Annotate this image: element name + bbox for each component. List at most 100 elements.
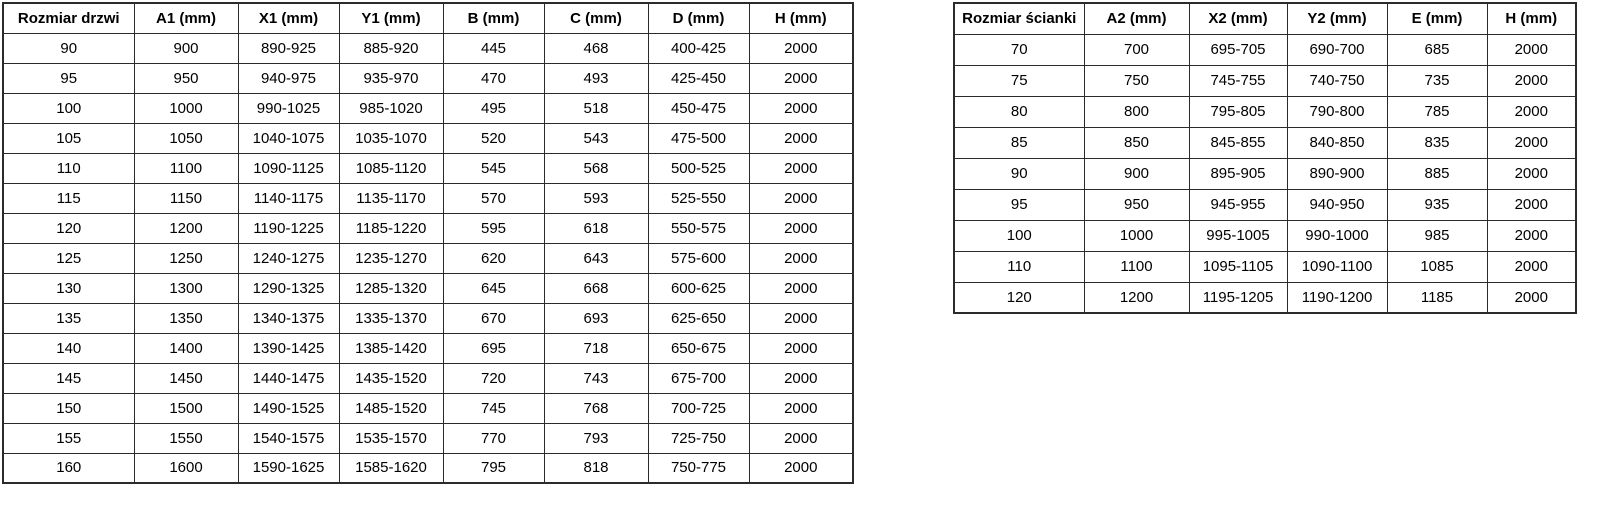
table-cell: 790-800: [1286, 95, 1388, 128]
table-cell: 1485-1520: [338, 392, 444, 424]
table-cell: 570: [442, 182, 545, 214]
table-cell: 935-970: [338, 62, 444, 94]
column-header: C (mm): [543, 2, 649, 34]
table-cell: 1090-1100: [1286, 250, 1388, 283]
table-cell: 650-675: [647, 332, 750, 364]
table-cell: 1240-1275: [237, 242, 340, 274]
table-cell: 1185-1220: [338, 212, 444, 244]
table-cell: 945-955: [1188, 188, 1288, 221]
table-cell: 1335-1370: [338, 302, 444, 334]
table-cell: 950: [1083, 188, 1190, 221]
table-cell: 1300: [133, 272, 239, 304]
table-row: 100 1000 995-1005 990-1000 985 2000: [953, 219, 1577, 252]
table-cell: 2000: [1486, 95, 1577, 128]
table-cell: 2000: [748, 182, 854, 214]
table-cell: 675-700: [647, 362, 750, 394]
table-cell: 693: [543, 302, 649, 334]
table-cell: 100: [2, 92, 135, 124]
table-cell: 940-975: [237, 62, 340, 94]
column-header: H (mm): [1486, 2, 1577, 35]
table-row: 95 950 940-975 935-970 470 493 425-450 2000: [2, 62, 854, 94]
table-cell: 70: [953, 33, 1085, 66]
table-cell: 155: [2, 422, 135, 454]
table-cell: 525-550: [647, 182, 750, 214]
table-cell: 1140-1175: [237, 182, 340, 214]
table-row: 135 1350 1340-1375 1335-1370 670 693 625-650 20…: [2, 302, 854, 334]
table-cell: 445: [442, 32, 545, 64]
table-cell: 1090-1125: [237, 152, 340, 184]
table-cell: 1200: [1083, 281, 1190, 314]
table-cell: 2000: [748, 122, 854, 154]
table-cell: 900: [133, 32, 239, 64]
table-cell: 2000: [1486, 64, 1577, 97]
table-row: 70 700 695-705 690-700 685 2000: [953, 33, 1577, 66]
table-cell: 130: [2, 272, 135, 304]
table-cell: 1100: [1083, 250, 1190, 283]
table-cell: 125: [2, 242, 135, 274]
table-cell: 2000: [1486, 281, 1577, 314]
table-row: 100 1000 990-1025 985-1020 495 518 450-475 2000: [2, 92, 854, 124]
table-cell: 2000: [748, 332, 854, 364]
table-cell: 120: [2, 212, 135, 244]
table-cell: 1000: [133, 92, 239, 124]
table-row: 130 1300 1290-1325 1285-1320 645 668 600-625 20…: [2, 272, 854, 304]
table-cell: 668: [543, 272, 649, 304]
table-cell: 1585-1620: [338, 452, 444, 484]
table-cell: 735: [1386, 64, 1488, 97]
table-cell: 2000: [748, 92, 854, 124]
table-cell: 995-1005: [1188, 219, 1288, 252]
table-cell: 85: [953, 126, 1085, 159]
table-cell: 700-725: [647, 392, 750, 424]
table-cell: 940-950: [1286, 188, 1388, 221]
column-header: Rozmiar ścianki: [953, 2, 1085, 35]
table-cell: 1085: [1386, 250, 1488, 283]
table-cell: 840-850: [1286, 126, 1388, 159]
table-cell: 795: [442, 452, 545, 484]
table-cell: 690-700: [1286, 33, 1388, 66]
table-cell: 2000: [1486, 126, 1577, 159]
table-cell: 670: [442, 302, 545, 334]
table-cell: 1000: [1083, 219, 1190, 252]
table-cell: 470: [442, 62, 545, 94]
table-row: 140 1400 1390-1425 1385-1420 695 718 650-675 20…: [2, 332, 854, 364]
table-cell: 685: [1386, 33, 1488, 66]
table-cell: 493: [543, 62, 649, 94]
table-row: 95 950 945-955 940-950 935 2000: [953, 188, 1577, 221]
table-cell: 2000: [748, 32, 854, 64]
table-cell: 140: [2, 332, 135, 364]
table-cell: 1150: [133, 182, 239, 214]
table-cell: 110: [953, 250, 1085, 283]
table-cell: 2000: [1486, 250, 1577, 283]
table-cell: 1050: [133, 122, 239, 154]
table-cell: 768: [543, 392, 649, 424]
table-cell: 1500: [133, 392, 239, 424]
table-cell: 895-905: [1188, 157, 1288, 190]
table-cell: 450-475: [647, 92, 750, 124]
table-cell: 985: [1386, 219, 1488, 252]
table-cell: 985-1020: [338, 92, 444, 124]
table-cell: 890-925: [237, 32, 340, 64]
table-cell: 2000: [748, 272, 854, 304]
table-cell: 1350: [133, 302, 239, 334]
table-cell: 1035-1070: [338, 122, 444, 154]
table-cell: 1200: [133, 212, 239, 244]
table-cell: 1085-1120: [338, 152, 444, 184]
table-cell: 745: [442, 392, 545, 424]
header-row: Rozmiar drzwi A1 (mm) X1 (mm) Y1 (mm) B (mm)…: [2, 2, 854, 34]
table-cell: 2000: [748, 362, 854, 394]
table-row: 160 1600 1590-1625 1585-1620 795 818 750-775 20…: [2, 452, 854, 484]
table-cell: 695-705: [1188, 33, 1288, 66]
table-cell: 620: [442, 242, 545, 274]
column-header: X1 (mm): [237, 2, 340, 34]
table-cell: 595: [442, 212, 545, 244]
table-cell: 568: [543, 152, 649, 184]
table-cell: 425-450: [647, 62, 750, 94]
table-cell: 95: [953, 188, 1085, 221]
table-cell: 935: [1386, 188, 1488, 221]
table-row: 110 1100 1095-1105 1090-1100 1085 2000: [953, 250, 1577, 283]
table-cell: 543: [543, 122, 649, 154]
table-cell: 725-750: [647, 422, 750, 454]
table-cell: 1340-1375: [237, 302, 340, 334]
table-cell: 2000: [748, 452, 854, 484]
table-cell: 1190-1225: [237, 212, 340, 244]
